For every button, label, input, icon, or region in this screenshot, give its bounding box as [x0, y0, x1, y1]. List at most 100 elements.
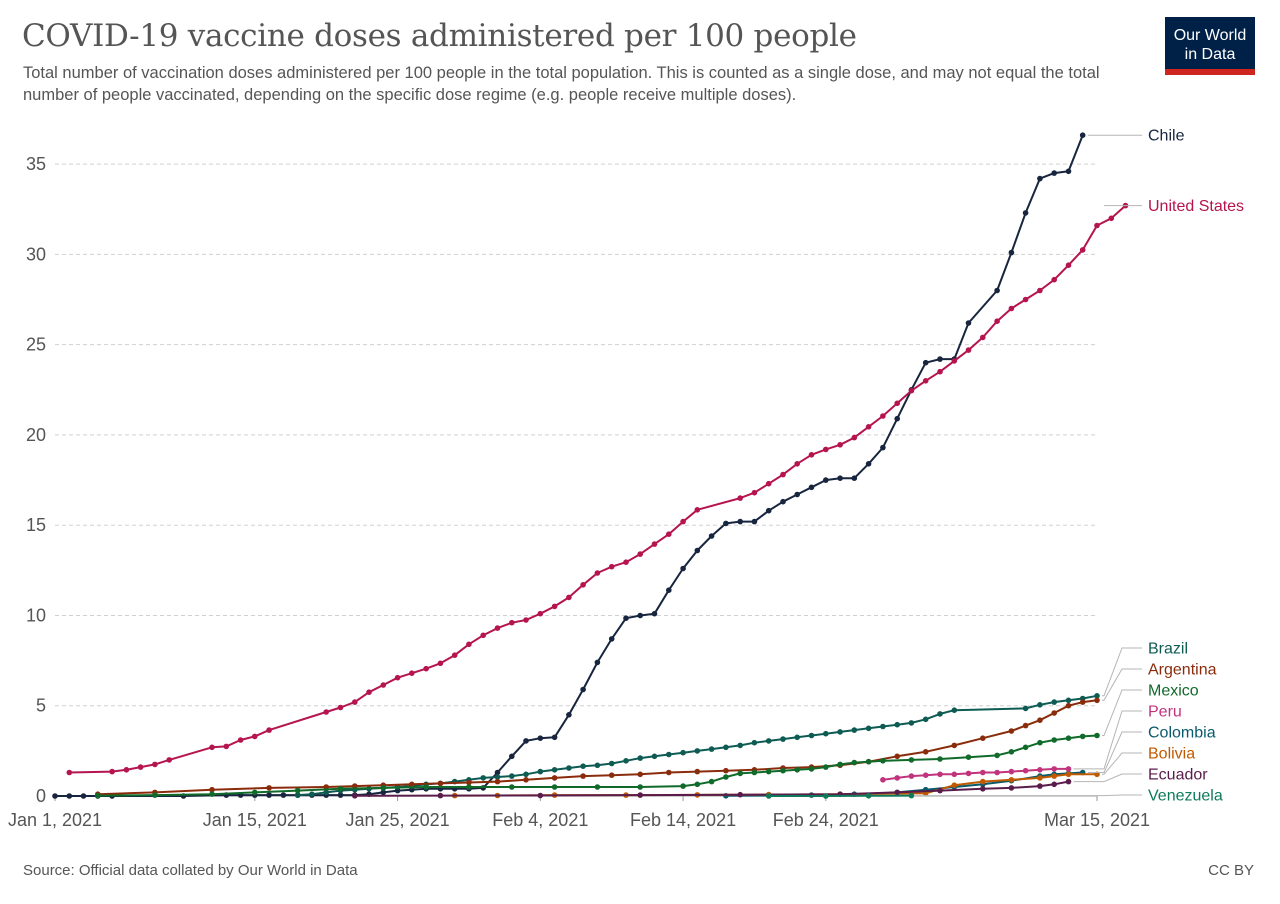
data-point[interactable] — [637, 755, 643, 761]
data-point[interactable] — [908, 387, 915, 394]
data-point[interactable] — [837, 442, 843, 448]
data-point[interactable] — [1065, 702, 1072, 709]
data-point[interactable] — [1094, 732, 1100, 739]
data-point[interactable] — [723, 520, 729, 527]
data-point[interactable] — [1051, 710, 1057, 716]
data-point[interactable] — [951, 707, 958, 713]
data-point[interactable] — [922, 749, 929, 755]
data-point[interactable] — [608, 563, 615, 570]
data-point[interactable] — [837, 475, 843, 482]
data-point[interactable] — [708, 746, 715, 752]
data-point[interactable] — [994, 287, 1000, 294]
data-point[interactable] — [266, 727, 272, 733]
data-point[interactable] — [166, 757, 172, 763]
owid-logo[interactable]: Our World in Data — [1165, 17, 1255, 75]
data-point[interactable] — [1022, 210, 1029, 216]
data-point[interactable] — [680, 749, 686, 756]
series-label[interactable]: Venezuela — [1148, 788, 1223, 805]
data-point[interactable] — [880, 413, 886, 419]
data-point[interactable] — [1008, 305, 1015, 312]
data-point[interactable] — [294, 792, 301, 798]
data-point[interactable] — [509, 753, 515, 760]
data-point[interactable] — [694, 507, 701, 513]
data-point[interactable] — [380, 789, 387, 796]
data-point[interactable] — [994, 769, 1000, 776]
data-point[interactable] — [894, 400, 900, 407]
data-point[interactable] — [551, 767, 558, 773]
data-point[interactable] — [608, 772, 615, 778]
data-point[interactable] — [494, 774, 501, 780]
series-venezuela[interactable] — [765, 792, 915, 799]
license-link[interactable]: CC BY — [1208, 862, 1254, 879]
data-point[interactable] — [1037, 287, 1043, 294]
data-point[interactable] — [1037, 702, 1043, 708]
data-point[interactable] — [537, 610, 544, 617]
data-point[interactable] — [580, 582, 586, 588]
data-point[interactable] — [908, 720, 915, 726]
data-point[interactable] — [1008, 249, 1015, 256]
data-point[interactable] — [837, 761, 843, 768]
data-point[interactable] — [723, 744, 729, 751]
data-point[interactable] — [780, 767, 786, 774]
data-point[interactable] — [794, 491, 800, 498]
data-point[interactable] — [523, 738, 529, 744]
data-point[interactable] — [280, 792, 287, 798]
data-point[interactable] — [223, 743, 230, 750]
data-point[interactable] — [908, 773, 915, 779]
series-brazil[interactable] — [294, 693, 1100, 798]
data-point[interactable] — [1008, 768, 1015, 775]
data-point[interactable] — [865, 793, 872, 799]
data-point[interactable] — [209, 786, 215, 793]
data-point[interactable] — [937, 756, 943, 762]
data-point[interactable] — [994, 752, 1000, 759]
data-point[interactable] — [608, 760, 615, 767]
data-point[interactable] — [865, 424, 872, 430]
data-point[interactable] — [1079, 699, 1086, 705]
data-point[interactable] — [780, 471, 786, 478]
data-point[interactable] — [765, 793, 772, 799]
data-point[interactable] — [480, 632, 487, 639]
data-point[interactable] — [694, 748, 701, 754]
data-point[interactable] — [651, 610, 658, 617]
data-point[interactable] — [566, 765, 572, 771]
data-point[interactable] — [865, 725, 872, 732]
data-point[interactable] — [994, 318, 1000, 325]
data-point[interactable] — [922, 378, 929, 384]
data-point[interactable] — [523, 771, 529, 778]
data-point[interactable] — [95, 792, 101, 799]
data-point[interactable] — [1079, 247, 1086, 253]
data-point[interactable] — [708, 778, 715, 785]
data-point[interactable] — [680, 518, 686, 525]
series-label[interactable]: Brazil — [1148, 641, 1188, 658]
series-united-states[interactable] — [66, 202, 1129, 776]
data-point[interactable] — [1008, 749, 1015, 755]
data-point[interactable] — [951, 358, 958, 364]
data-point[interactable] — [922, 772, 929, 778]
data-point[interactable] — [980, 735, 986, 741]
data-point[interactable] — [666, 751, 672, 758]
data-point[interactable] — [580, 686, 586, 693]
data-point[interactable] — [1008, 777, 1015, 783]
data-point[interactable] — [908, 792, 915, 799]
data-point[interactable] — [666, 769, 672, 776]
data-point[interactable] — [1022, 744, 1029, 751]
data-point[interactable] — [266, 785, 272, 791]
data-point[interactable] — [309, 791, 315, 797]
data-point[interactable] — [951, 771, 958, 778]
data-point[interactable] — [880, 444, 886, 451]
data-point[interactable] — [1108, 215, 1115, 222]
data-point[interactable] — [466, 779, 472, 786]
data-point[interactable] — [209, 744, 215, 751]
data-point[interactable] — [409, 781, 415, 788]
data-point[interactable] — [865, 461, 872, 467]
series-mexico[interactable] — [95, 732, 1100, 799]
data-point[interactable] — [523, 617, 529, 623]
data-point[interactable] — [237, 737, 244, 743]
data-point[interactable] — [780, 736, 786, 742]
data-point[interactable] — [423, 665, 429, 672]
data-point[interactable] — [551, 775, 558, 781]
data-point[interactable] — [52, 793, 58, 799]
data-point[interactable] — [494, 625, 501, 631]
data-point[interactable] — [337, 704, 344, 711]
data-point[interactable] — [1008, 728, 1015, 734]
